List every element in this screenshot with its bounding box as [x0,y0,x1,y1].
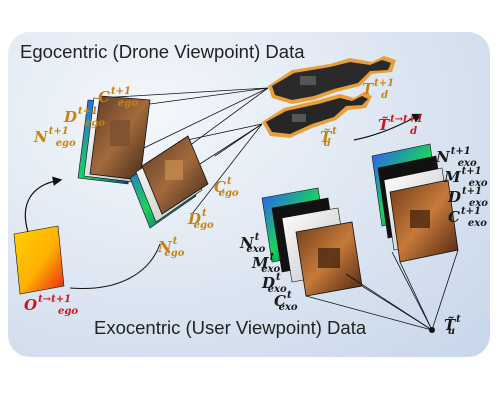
label-drone-transition: T̃t→t+1d [378,114,424,137]
label-c-ego-next: Ct+1ego [98,86,138,109]
label-d-ego-next: Dt+1ego [64,106,106,129]
user-camera-icon [429,327,435,333]
exo-section-title: Exocentric (User Viewpoint) Data [94,317,367,338]
label-c-ego: Ctego [214,176,239,199]
ego-section-title: Egocentric (Drone Viewpoint) Data [20,41,305,62]
label-n-exo-next: Nt+1exo [436,146,477,169]
label-d-ego: Dtego [188,208,214,231]
optical-flow-image [13,225,65,295]
exo-current-frame-stack [261,187,363,297]
label-c-exo: Ctexo [274,290,298,313]
label-d-exo-next: Dt+1exo [448,186,488,209]
label-n-exo: Ntexo [240,232,266,255]
ego-next-frame-stack [77,95,151,185]
label-m-exo: Mtexo [252,252,281,275]
label-n-ego-next: Nt+1ego [34,126,76,149]
label-m-exo-next: Mt+1exo [444,166,488,189]
drone-current-icon [262,92,372,138]
drone-next-icon [268,56,396,104]
curved-arrow-drone-transition [353,113,423,141]
ego-current-frame-stack [129,135,209,229]
label-drone-pose-next: Tt+1d [362,78,395,101]
label-drone-pose-current: T̃td [320,126,337,149]
curved-arrow-flow-to-ego [24,176,63,233]
label-n-ego: Ntego [158,236,185,259]
frustum-lines-exo [305,249,459,331]
label-optical-flow: Ot→t+1ego [24,294,79,317]
label-d-exo: Dtexo [262,272,287,295]
label-c-exo-next: Ct+1exo [448,206,487,229]
curved-line-flow-to-ego-current [69,243,161,290]
label-user-pose: T̃tu [444,314,461,337]
exo-next-frame-stack [371,143,459,263]
